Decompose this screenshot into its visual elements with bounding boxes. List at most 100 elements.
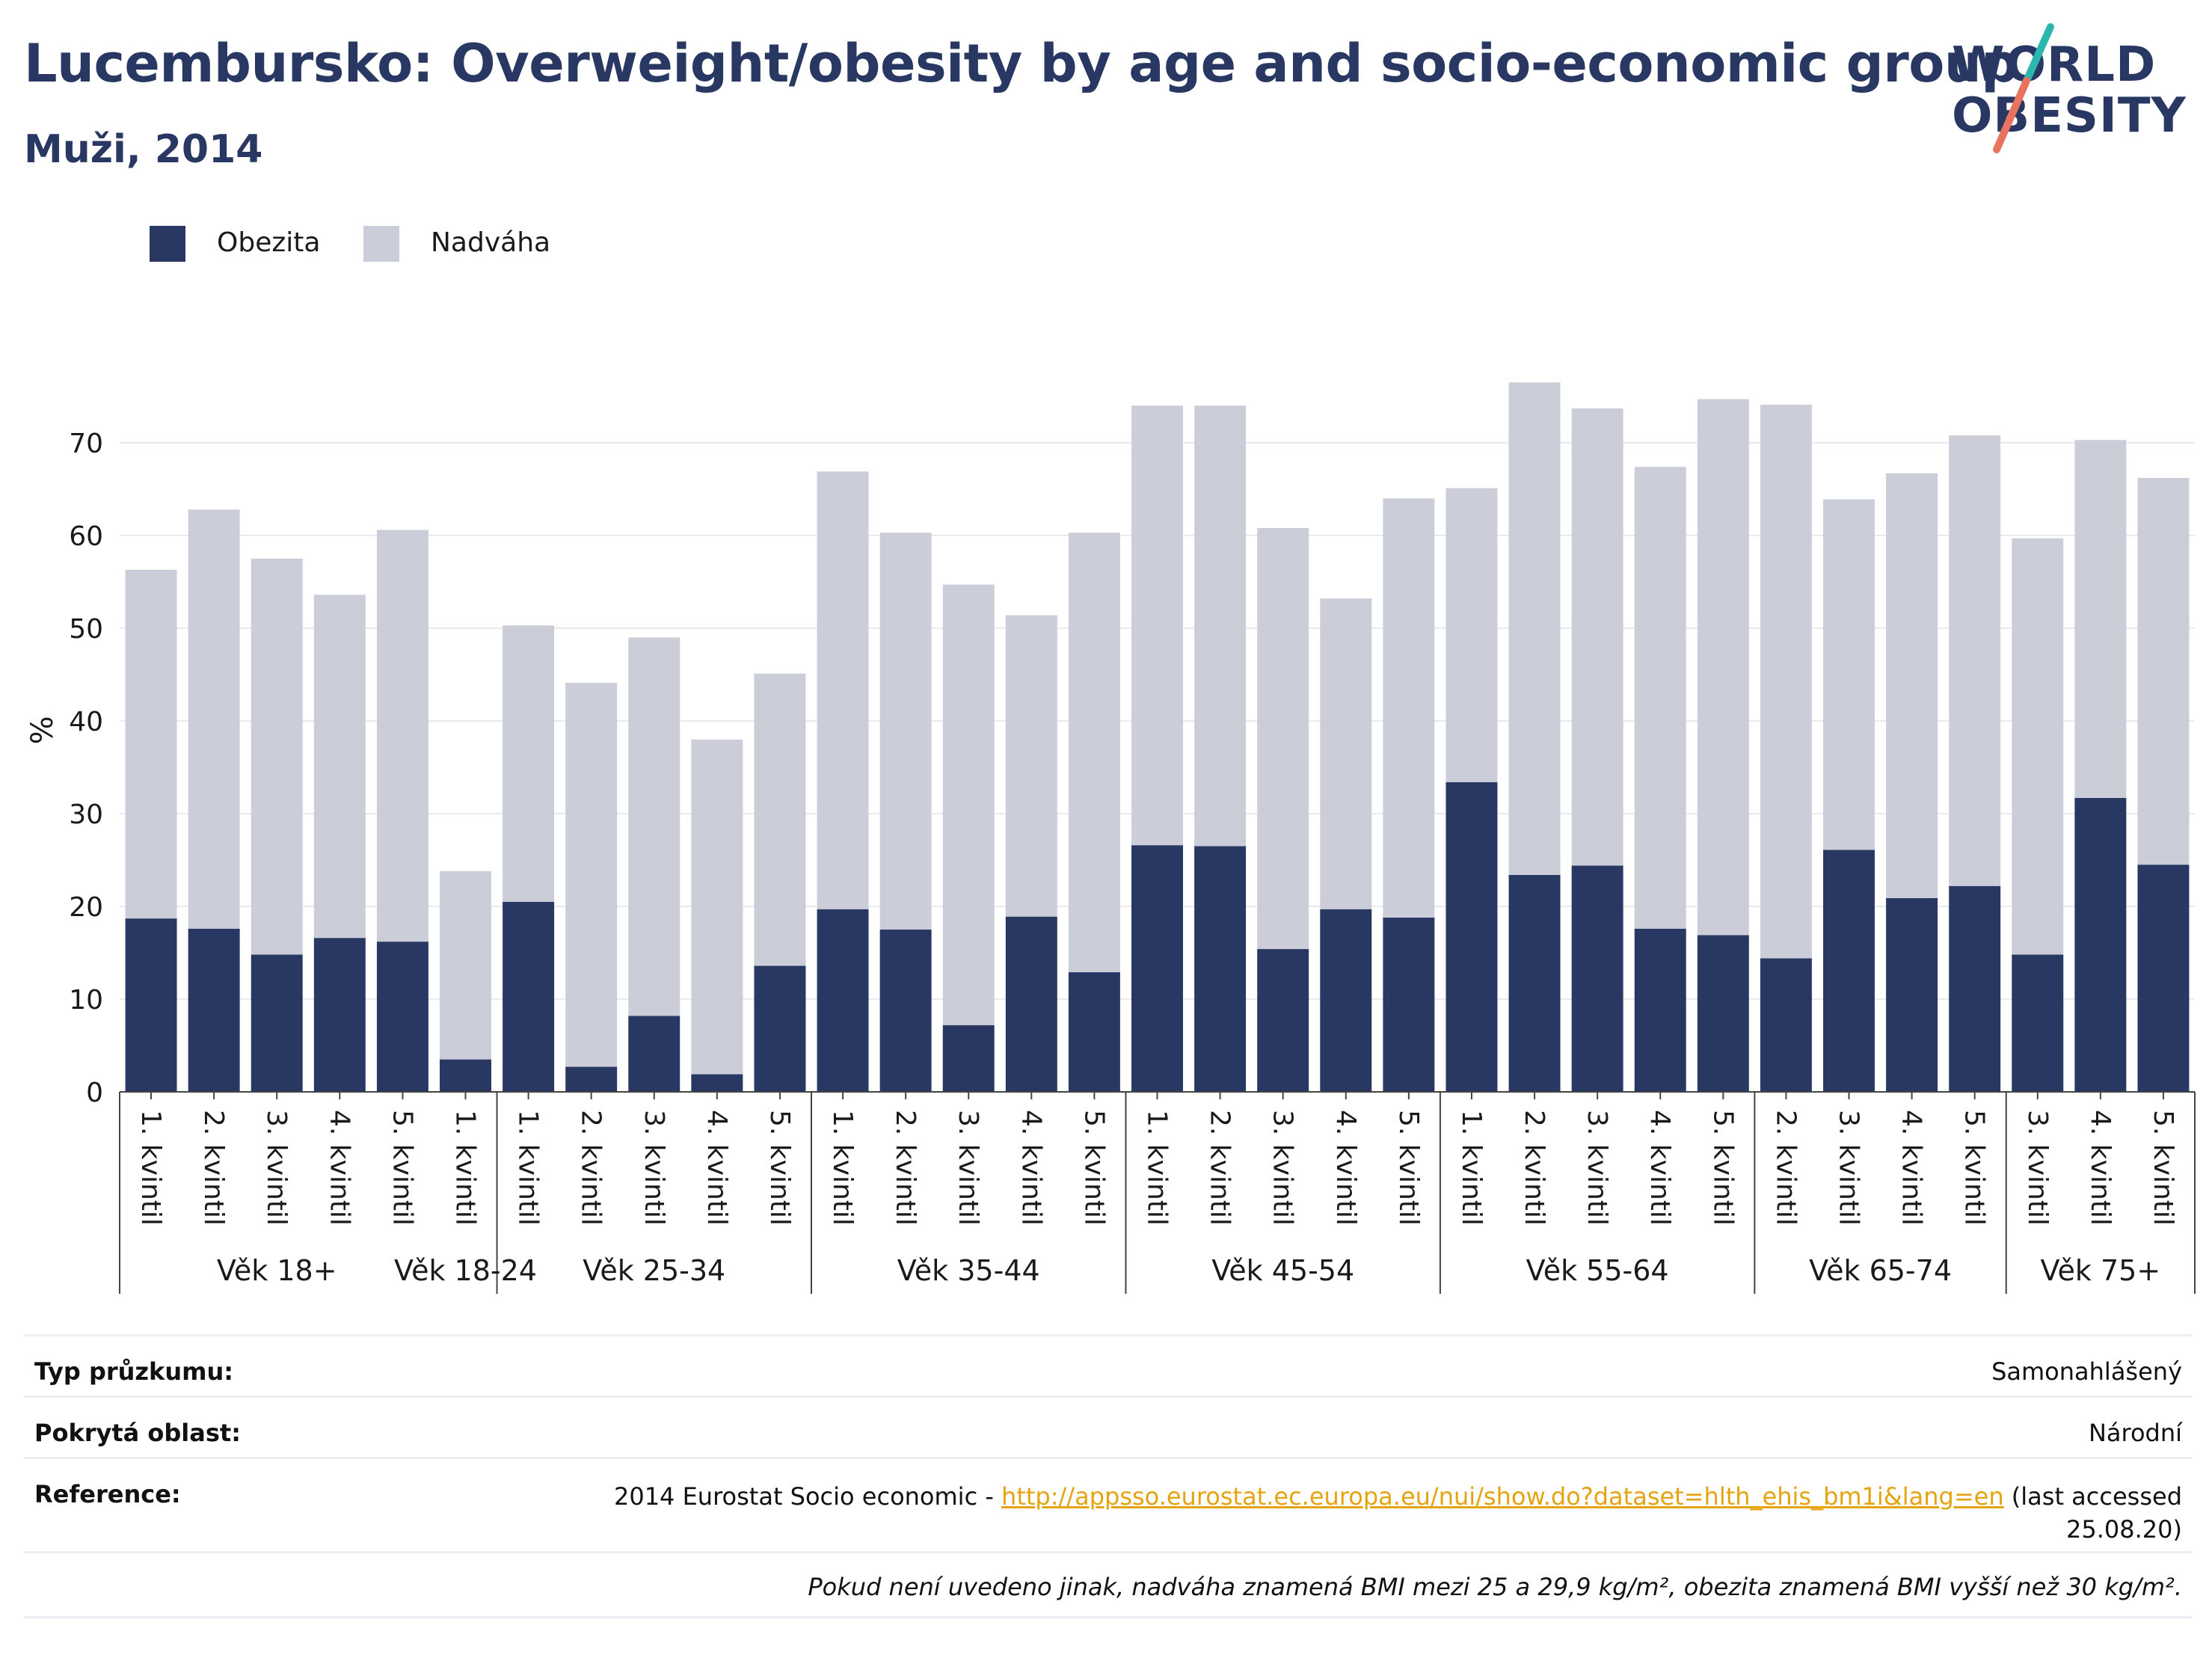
x-tick-label: 3. kvintil: [1834, 1110, 1864, 1226]
bar-obesity: [1446, 782, 1498, 1092]
bar-overweight: [565, 683, 618, 1067]
bar-obesity: [1068, 972, 1120, 1092]
logo-line-2: OBESITY: [1952, 88, 2187, 144]
group-label: Věk 45-54: [1211, 1254, 1354, 1287]
bar-obesity: [1697, 935, 1749, 1092]
chart-title: Lucembursko: Overweight/obesity by age a…: [24, 33, 2018, 94]
bar-overweight: [1257, 528, 1309, 950]
y-tick-label: 10: [69, 985, 103, 1016]
bar-obesity: [188, 928, 240, 1092]
bar-obesity: [879, 930, 932, 1092]
bar-obesity: [2074, 797, 2127, 1092]
bar-obesity: [251, 954, 303, 1092]
bar-overweight: [1131, 405, 1183, 846]
x-tick-label: 5. kvintil: [387, 1110, 417, 1226]
bar-obesity: [2137, 865, 2190, 1092]
group-label: Věk 25-34: [583, 1254, 725, 1287]
legend-label-overweight: Nadváha: [431, 227, 551, 258]
x-tick-label: 3. kvintil: [1268, 1110, 1298, 1226]
stacked-bar-chart: 0 10 20 30 40 50 60 70% 1. kvintil 2. kvintil 3. k…: [25, 382, 2196, 1294]
bar-overweight: [1823, 499, 1875, 850]
bar-overweight: [313, 595, 366, 939]
reference-label: Reference:: [34, 1480, 181, 1508]
bar-obesity: [817, 909, 869, 1092]
bar-obesity: [313, 938, 366, 1092]
bar-overweight: [376, 529, 428, 942]
reference-suffix: (last accessed: [2003, 1482, 2182, 1511]
group-label: Věk 75+: [2041, 1254, 2161, 1287]
info-row-footnote: Pokud není uvedeno jinak, nadváha znamen…: [24, 1551, 2193, 1618]
bar-overweight: [817, 471, 869, 909]
bar-obesity: [942, 1025, 995, 1092]
bar-overweight: [1383, 498, 1435, 918]
x-tick-label: 1. kvintil: [450, 1110, 481, 1226]
x-tick-label: 5. kvintil: [764, 1110, 795, 1226]
x-tick-label: 5. kvintil: [1959, 1110, 1990, 1226]
bar-obesity: [691, 1074, 743, 1092]
group-label: Věk 55-64: [1526, 1254, 1669, 1287]
y-tick-label: 40: [69, 707, 103, 737]
bar-obesity: [503, 901, 555, 1092]
x-tick-label: 4. kvintil: [2085, 1110, 2116, 1226]
bar-obesity: [1823, 850, 1875, 1092]
x-tick-label: 2. kvintil: [1770, 1110, 1801, 1226]
survey-type-label: Typ průzkumu:: [34, 1357, 234, 1386]
group-label: Věk 65-74: [1809, 1254, 1952, 1287]
x-tick-label: 3. kvintil: [953, 1110, 983, 1226]
group-label: Věk 35-44: [897, 1254, 1040, 1287]
reference-date: 25.08.20): [2066, 1515, 2182, 1544]
bar-overweight: [440, 871, 491, 1060]
legend-swatch-obesity: [150, 226, 185, 262]
bar-overweight: [1571, 408, 1623, 866]
reference-value: 2014 Eurostat Socio economic - http://ap…: [614, 1480, 2182, 1546]
x-tick-label: 5. kvintil: [1707, 1110, 1738, 1226]
x-tick-label: 3. kvintil: [639, 1110, 669, 1226]
bar-obesity: [1257, 949, 1309, 1092]
y-tick-label: 20: [69, 892, 103, 923]
bar-obesity: [565, 1066, 618, 1092]
bar-obesity: [1886, 897, 1938, 1092]
group-label: Věk 18-24: [394, 1254, 537, 1287]
coverage-label: Pokrytá oblast:: [34, 1419, 241, 1447]
bar-overweight: [1634, 467, 1686, 929]
bar-obesity: [440, 1059, 491, 1092]
bar-overweight: [1320, 598, 1372, 909]
y-tick-label: 70: [69, 429, 103, 459]
group-label: Věk 18+: [217, 1254, 337, 1287]
bar-obesity: [754, 965, 806, 1092]
bar-obesity: [1571, 865, 1623, 1092]
bar-overweight: [879, 532, 932, 930]
logo-line-1: WORLD: [1952, 37, 2157, 93]
y-tick-label: 0: [86, 1078, 103, 1108]
legend-swatch-overweight: [363, 226, 399, 262]
bar-overweight: [251, 559, 303, 955]
bar-obesity: [628, 1016, 681, 1092]
reference-prefix: 2014 Eurostat Socio economic -: [613, 1482, 1002, 1511]
reference-link[interactable]: http://appsso.eurostat.ec.europa.eu/nui/…: [1001, 1482, 2004, 1511]
y-tick-label: 30: [69, 799, 103, 830]
bar-overweight: [942, 584, 995, 1025]
y-tick-label: 50: [69, 614, 103, 645]
bar-obesity: [2012, 954, 2064, 1092]
legend-label-obesity: Obezita: [217, 227, 321, 258]
bar-obesity: [376, 942, 428, 1092]
x-tick-label: 1. kvintil: [1456, 1110, 1487, 1226]
x-tick-label: 4. kvintil: [1896, 1110, 1927, 1226]
bar-obesity: [1194, 846, 1247, 1092]
bar-overweight: [1508, 382, 1561, 875]
bar-obesity: [1005, 916, 1057, 1092]
definition-footnote: Pokud není uvedeno jinak, nadváha znamen…: [808, 1573, 2182, 1601]
bar-obesity: [1131, 845, 1183, 1092]
bar-overweight: [1886, 473, 1938, 898]
x-tick-label: 2. kvintil: [1205, 1110, 1235, 1226]
x-tick-label: 2. kvintil: [576, 1110, 606, 1226]
bar-obesity: [1383, 917, 1435, 1092]
y-tick-label: 60: [69, 521, 103, 552]
info-row-coverage: Pokrytá oblast: Národní: [24, 1395, 2193, 1459]
x-tick-label: 4. kvintil: [1016, 1110, 1046, 1226]
x-tick-label: 5. kvintil: [1393, 1110, 1424, 1226]
bar-overweight: [754, 673, 806, 966]
bar-overweight: [628, 637, 681, 1016]
bar-overweight: [1949, 435, 2001, 886]
world-obesity-logo: WORLD OBESITY: [1952, 21, 2199, 163]
